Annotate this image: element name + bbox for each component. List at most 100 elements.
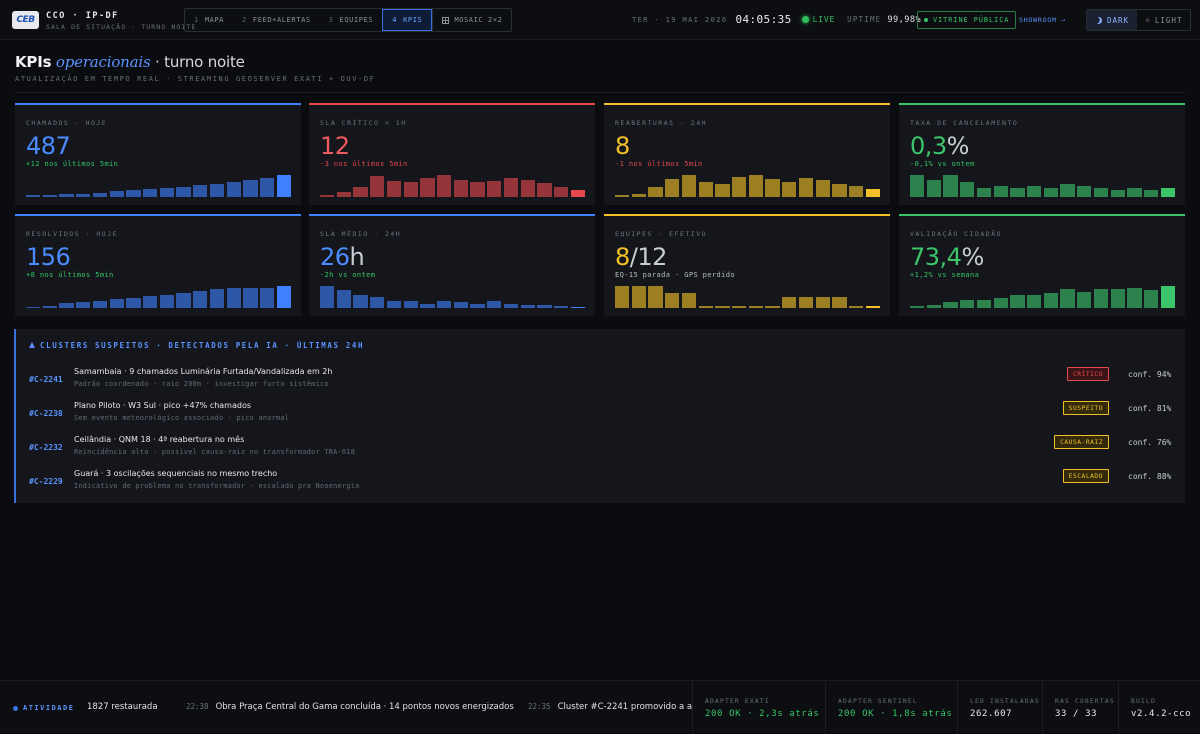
sparkline-bar	[109, 191, 124, 197]
sparkline-bar	[976, 300, 992, 308]
activity-label-text: ATIVIDADE	[23, 704, 75, 712]
sparkline-bar	[865, 189, 880, 197]
tab-equipes[interactable]: 3 EQUIPES	[320, 9, 383, 31]
sparkline-bar	[865, 306, 880, 308]
sparkline-bar	[631, 286, 646, 308]
cluster-status-badge: ESCALADO	[1062, 469, 1109, 483]
kpi-delta: -2h vs ontem	[320, 271, 376, 279]
sparkline-bar	[453, 180, 468, 197]
sparkline-bar	[631, 194, 646, 197]
sparkline-bar	[42, 306, 57, 308]
sparkline-bar	[765, 179, 780, 197]
kpi-number: 12	[320, 132, 350, 160]
stat-value: 262.607	[970, 709, 1013, 719]
ceb-logo: CEB	[12, 11, 39, 29]
sparkline-bar	[910, 175, 925, 197]
tab-mosaic[interactable]: MOSAIC 2×2	[432, 9, 511, 31]
sparkline-bar	[260, 178, 275, 197]
sparkline-bar	[832, 184, 847, 197]
tab-label: FEED+ALERTAS	[252, 16, 311, 24]
sparkline-bar	[336, 290, 351, 308]
sparkline-bar	[554, 306, 569, 308]
kpi-delta: +1,2% vs semana	[910, 271, 980, 279]
cluster-id[interactable]: #C-2229	[29, 477, 63, 486]
vitrine-label: VITRINE PÚBLICA	[933, 16, 1010, 24]
sparkline-bar	[1043, 293, 1058, 308]
sparkline-bar	[520, 180, 535, 197]
sparkline-bar	[648, 286, 663, 308]
sparkline-bar	[993, 186, 1008, 197]
sparkline-bar	[420, 178, 435, 197]
brand-title: CCO · IP-DF	[46, 11, 119, 21]
sparkline-bar	[926, 180, 941, 197]
sparkline-bar	[276, 286, 291, 308]
sparkline-bar	[370, 297, 385, 308]
dark-theme-button[interactable]: DARK	[1087, 10, 1138, 30]
sparkline-bar	[1093, 188, 1109, 197]
cluster-row[interactable]: #C-2241 Samambaia · 9 chamados Luminária …	[16, 366, 1187, 396]
sparkline-bar	[782, 182, 797, 197]
sparkline-bar	[615, 286, 630, 308]
kpi-card: CHAMADOS · HOJE 487 +12 nos últimos 5min	[15, 103, 301, 205]
sparkline-bar	[126, 190, 141, 197]
footer-stat: BUILD v2.4.2-cco	[1118, 681, 1200, 734]
sparkline-bar	[386, 301, 402, 308]
sparkline-bar	[715, 184, 730, 197]
sparkline-bar	[420, 304, 435, 308]
kpi-number: 8	[615, 243, 630, 271]
sparkline-bar	[143, 296, 158, 308]
kpi-card: VALIDAÇÃO CIDADÃO 73,4% +1,2% vs semana	[899, 214, 1185, 316]
sparkline-bar	[403, 301, 418, 308]
kpi-card: REABERTURAS · 24H 8 -1 nos últimos 5min	[604, 103, 890, 205]
sparkline-bar	[353, 187, 368, 197]
sparkline-bar	[976, 188, 992, 197]
sparkline-bar	[276, 175, 291, 197]
tab-mapa[interactable]: 1 MAPA	[185, 9, 233, 31]
stat-value: v2.4.2-cco	[1131, 709, 1192, 719]
kpi-delta: EQ-15 parada · GPS perdido	[615, 271, 735, 279]
kpi-value: 156	[26, 243, 71, 271]
cluster-id[interactable]: #C-2241	[29, 375, 63, 384]
cluster-row[interactable]: #C-2229 Guará · 3 oscilações sequenciais …	[16, 468, 1187, 498]
tab-feed-alertas[interactable]: 2 FEED+ALERTAS	[233, 9, 320, 31]
cluster-id[interactable]: #C-2238	[29, 409, 63, 418]
sparkline-bar	[798, 297, 814, 308]
kpi-value: 8/12	[615, 243, 667, 271]
tab-kpis[interactable]: 4 KPIS	[382, 9, 433, 31]
sparkline-bar	[1010, 188, 1025, 197]
kpi-suffix: /12	[629, 243, 668, 271]
sparkline-bar	[1160, 188, 1175, 197]
sparkline-bar	[1077, 186, 1092, 197]
sparkline-bar	[748, 306, 763, 308]
sparkline-bar	[260, 288, 275, 308]
title-bold: KPIs	[15, 53, 52, 71]
ticker-time: 22:38	[186, 702, 209, 711]
showroom-link[interactable]: SHOWROOM →	[1019, 16, 1067, 24]
divider	[15, 92, 1185, 93]
kpi-label: SLA MÉDIO · 24H	[320, 230, 402, 238]
sparkline-bar	[1127, 288, 1142, 308]
sparkline-bar	[1043, 188, 1058, 197]
kpi-card: TAXA DE CANCELAMENTO 0,3% -0,1% vs ontem	[899, 103, 1185, 205]
kpi-sparkline	[320, 175, 585, 197]
sparkline-bar	[960, 300, 975, 308]
light-theme-button[interactable]: ☼ LIGHT	[1137, 10, 1190, 30]
sparkline-bar	[226, 182, 241, 197]
stat-value: 200 OK · 2,3s atrás	[705, 709, 820, 719]
sparkline-bar	[1010, 295, 1025, 308]
cluster-row[interactable]: #C-2232 Ceilândia · QNM 18 · 4ª reabertur…	[16, 434, 1187, 464]
footer-stat: ADAPTER SENTINEL 200 OK · 1,8s atrás	[825, 681, 957, 734]
tab-number: 3	[328, 16, 334, 24]
kpi-delta: -1 nos últimos 5min	[615, 160, 703, 168]
sparkline-bar	[993, 298, 1008, 308]
cluster-row[interactable]: #C-2238 Plano Piloto · W3 Sul · pico +47%…	[16, 400, 1187, 430]
cluster-id[interactable]: #C-2232	[29, 443, 63, 452]
cluster-description: Sem evento meteorológico associado · pic…	[74, 414, 290, 422]
ticker-item: 22:38 Obra Praça Central do Gama concluíd…	[186, 702, 514, 712]
tab-label: EQUIPES	[339, 16, 374, 24]
sparkline-bar	[226, 288, 241, 308]
clock-status: TER · 19 MAI 2026 04:05:35 LIVE UPTIME 9…	[632, 13, 921, 26]
kpi-sparkline	[26, 286, 291, 308]
vitrine-publica-button[interactable]: VITRINE PÚBLICA	[917, 11, 1017, 29]
sparkline-bar	[26, 195, 41, 197]
